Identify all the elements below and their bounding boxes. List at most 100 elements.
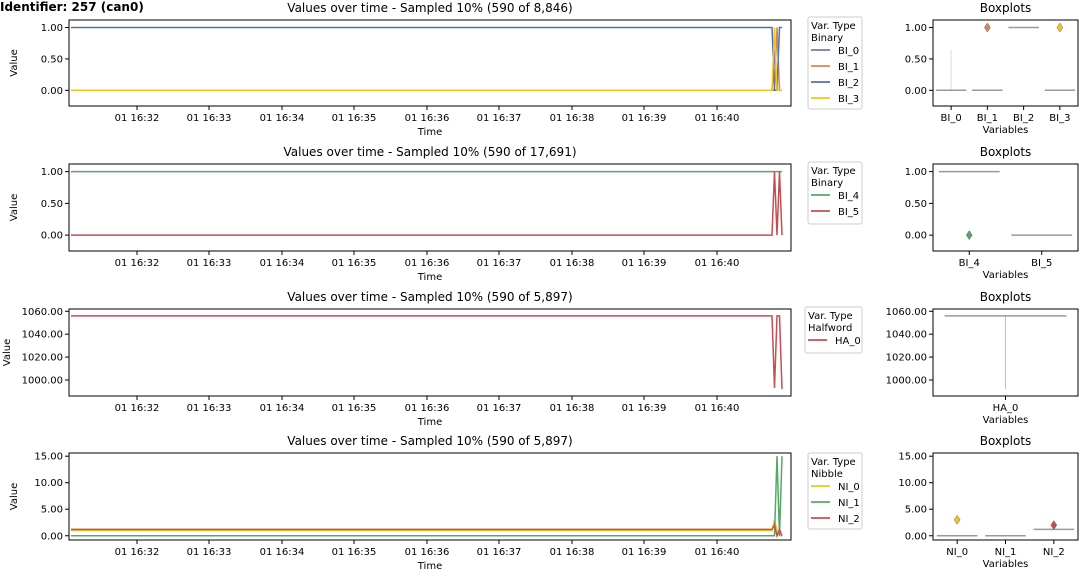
boxplot-1-xtick-label: BI_2	[1013, 113, 1034, 124]
series-line-bi-1	[71, 27, 782, 92]
line-plot-3-xtick-label: 01 16:34	[260, 403, 305, 414]
line-plot-2-ytick-label: 1.00	[41, 167, 63, 178]
legend-label-bi-5: BI_5	[838, 207, 859, 218]
line-plot-4-xtick-label: 01 16:33	[187, 547, 232, 558]
line-plot-2-xtick-label: 01 16:32	[115, 258, 160, 269]
line-plot-2-ytick-label: 0.00	[41, 231, 63, 242]
line-plot-2-xtick-label: 01 16:39	[622, 258, 667, 269]
series-line-bi-5	[71, 171, 783, 236]
boxplot-4-xtick-label: NI_1	[995, 547, 1017, 558]
boxplot-2-ytick-label: 0.50	[905, 199, 927, 210]
line-plot-1-xtick-label: 01 16:34	[260, 113, 305, 124]
line-plot-4-ylabel: Value	[9, 483, 20, 510]
line-plot-2-xtick-label: 01 16:36	[405, 258, 450, 269]
line-plot-3-ylabel: Value	[2, 339, 13, 366]
box-outlier-bi-3	[1056, 22, 1064, 33]
line-plot-3-xtick-label: 01 16:35	[332, 403, 377, 414]
boxplot-2-title: Boxplots	[980, 145, 1032, 159]
line-plot-1-xlabel: Time	[417, 127, 442, 138]
box-outlier-ni-0	[953, 514, 961, 525]
boxplot-4-xtick-label: NI_0	[946, 547, 968, 558]
boxplot-3-ytick-label: 1020.00	[886, 353, 927, 364]
boxplot-2-xtick-label: BI_5	[1031, 258, 1052, 269]
line-plot-1-ytick-label: 0.50	[41, 54, 63, 65]
line-plot-2-xtick-label: 01 16:33	[187, 258, 232, 269]
line-plot-4-legend-subtitle: Nibble	[811, 469, 843, 480]
line-plot-1-title: Values over time - Sampled 10% (590 of 8…	[287, 1, 572, 15]
line-plot-2-ylabel: Value	[9, 194, 20, 221]
series-line-ha-0	[71, 315, 783, 390]
series-line-bi-3	[71, 27, 782, 92]
line-plot-1-xtick-label: 01 16:35	[332, 113, 377, 124]
box-outlier-bi-4	[965, 230, 973, 241]
line-plot-1-ytick-label: 1.00	[41, 23, 63, 34]
line-plot-4-ytick-label: 10.00	[34, 478, 63, 489]
line-plot-4-frame	[68, 452, 792, 541]
line-plot-2-xtick-label: 01 16:34	[260, 258, 305, 269]
boxplot-1-ytick-label: 0.00	[905, 86, 927, 97]
line-plot-4-xtick-label: 01 16:36	[405, 547, 450, 558]
boxplot-2-xtick-label: BI_4	[959, 258, 980, 269]
boxplot-4-ytick-label: 15.00	[898, 452, 927, 463]
line-plot-1-legend-title: Var. Type	[811, 21, 856, 32]
line-plot-4-xtick-label: 01 16:40	[695, 547, 740, 558]
line-plot-2-legend-subtitle: Binary	[811, 178, 843, 189]
line-plot-2-legend-title: Var. Type	[811, 166, 856, 177]
boxplot-2-ytick-label: 0.00	[905, 231, 927, 242]
legend-label-ha-0: HA_0	[835, 336, 861, 347]
line-plot-4-legend-title: Var. Type	[811, 457, 856, 468]
line-plot-3-xtick-label: 01 16:32	[115, 403, 160, 414]
boxplot-3-title: Boxplots	[980, 290, 1032, 304]
line-plot-2-title: Values over time - Sampled 10% (590 of 1…	[283, 145, 576, 159]
line-plot-4-xtick-label: 01 16:34	[260, 547, 305, 558]
series-line-bi-2	[71, 26, 782, 92]
line-plot-2-ytick-label: 0.50	[41, 199, 63, 210]
series-line-bi-0	[71, 49, 782, 92]
line-plot-1-xtick-label: 01 16:36	[405, 113, 450, 124]
line-plot-2-xtick-label: 01 16:37	[477, 258, 522, 269]
boxplot-2-ytick-label: 1.00	[905, 167, 927, 178]
boxplot-1-xtick-label: BI_0	[941, 113, 962, 124]
line-plot-3-legend-title: Var. Type	[808, 311, 853, 322]
line-plot-2-xtick-label: 01 16:40	[695, 258, 740, 269]
boxplot-4-ytick-label: 0.00	[905, 531, 927, 542]
box-outlier-ni-2	[1050, 520, 1058, 531]
line-plot-4-xtick-label: 01 16:35	[332, 547, 377, 558]
series-line-ni-2	[71, 523, 783, 539]
boxplot-1-frame	[932, 19, 1079, 107]
boxplot-4-ytick-label: 5.00	[905, 505, 927, 516]
line-plot-1-xtick-label: 01 16:37	[477, 113, 522, 124]
line-plot-3-xtick-label: 01 16:39	[622, 403, 667, 414]
line-plot-4-xtick-label: 01 16:39	[622, 547, 667, 558]
line-plot-3-title: Values over time - Sampled 10% (590 of 5…	[287, 290, 572, 304]
boxplot-4-ytick-label: 10.00	[898, 478, 927, 489]
line-plot-3-xtick-label: 01 16:33	[187, 403, 232, 414]
line-plot-1-ylabel: Value	[9, 49, 20, 76]
legend-label-bi-3: BI_3	[838, 94, 859, 105]
line-plot-3-ytick-label: 1020.00	[22, 353, 63, 364]
legend-label-bi-1: BI_1	[838, 62, 859, 73]
line-plot-1-xtick-label: 01 16:38	[550, 113, 595, 124]
line-plot-3-legend-box	[804, 306, 863, 354]
boxplot-3-ytick-label: 1060.00	[886, 307, 927, 318]
legend-label-bi-2: BI_2	[838, 78, 859, 89]
line-plot-3-ytick-label: 1000.00	[22, 375, 63, 386]
boxplot-1-ytick-label: 1.00	[905, 23, 927, 34]
line-plot-4-ytick-label: 15.00	[34, 452, 63, 463]
line-plot-3-legend-subtitle: Halfword	[808, 323, 852, 334]
boxplot-4-xlabel: Variables	[983, 559, 1029, 570]
series-line-ni-0	[71, 519, 782, 537]
line-plot-3-ytick-label: 1060.00	[22, 307, 63, 318]
line-plot-3-ytick-label: 1040.00	[22, 330, 63, 341]
boxplot-3-xlabel: Variables	[983, 415, 1029, 426]
line-plot-2-xtick-label: 01 16:38	[550, 258, 595, 269]
line-plot-4-legend-box	[807, 452, 863, 530]
legend-label-ni-1: NI_1	[838, 498, 860, 509]
line-plot-4-ytick-label: 0.00	[41, 531, 63, 542]
boxplot-2-frame	[932, 163, 1079, 252]
boxplot-4-title: Boxplots	[980, 434, 1032, 448]
boxplot-3-xtick-label: HA_0	[993, 403, 1019, 414]
boxplot-1-xlabel: Variables	[983, 125, 1029, 136]
line-plot-2-legend-box	[807, 161, 863, 225]
